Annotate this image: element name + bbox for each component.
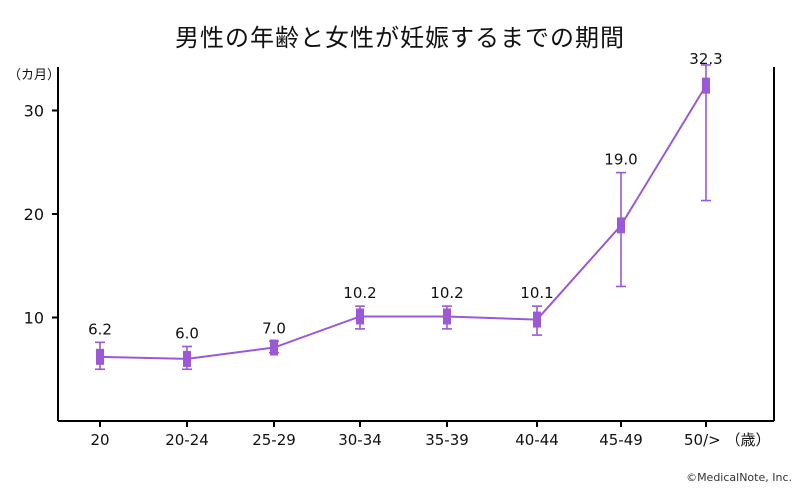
x-tick-label: 45-49 [599, 431, 643, 449]
x-tick-label: 35-39 [425, 431, 469, 449]
x-tick-label: 25-29 [252, 431, 296, 449]
data-marker [96, 348, 104, 365]
x-tick-label: 20 [90, 431, 109, 449]
x-tick-label: 40-44 [515, 431, 559, 449]
data-marker [702, 77, 710, 94]
y-tick-label: 30 [24, 102, 44, 121]
data-label: 7.0 [262, 319, 286, 337]
x-tick-label: 20-24 [165, 431, 209, 449]
y-axis-unit-label: （カ月） [8, 68, 60, 83]
data-marker [533, 311, 541, 328]
data-label: 32.3 [689, 50, 722, 68]
data-marker [617, 217, 625, 234]
data-marker [356, 308, 364, 325]
data-marker [270, 339, 278, 356]
data-label: 10.1 [520, 284, 553, 302]
data-label: 6.0 [175, 324, 199, 342]
data-label: 10.2 [430, 284, 463, 302]
chart-title: 男性の年齢と女性が妊娠するまでの期間 [175, 24, 625, 52]
y-tick-label: 10 [24, 309, 44, 328]
x-tick-label: 30-34 [338, 431, 382, 449]
data-marker [183, 350, 191, 367]
x-tick-label: 50/> （歳） [684, 431, 770, 449]
y-tick-label: 20 [24, 205, 44, 224]
data-label: 6.2 [88, 320, 112, 338]
copyright-credit: ©MedicalNote, Inc. [686, 471, 792, 484]
data-label: 19.0 [604, 151, 637, 169]
data-label: 10.2 [343, 284, 376, 302]
series-line [99, 85, 707, 360]
data-marker [443, 308, 451, 325]
